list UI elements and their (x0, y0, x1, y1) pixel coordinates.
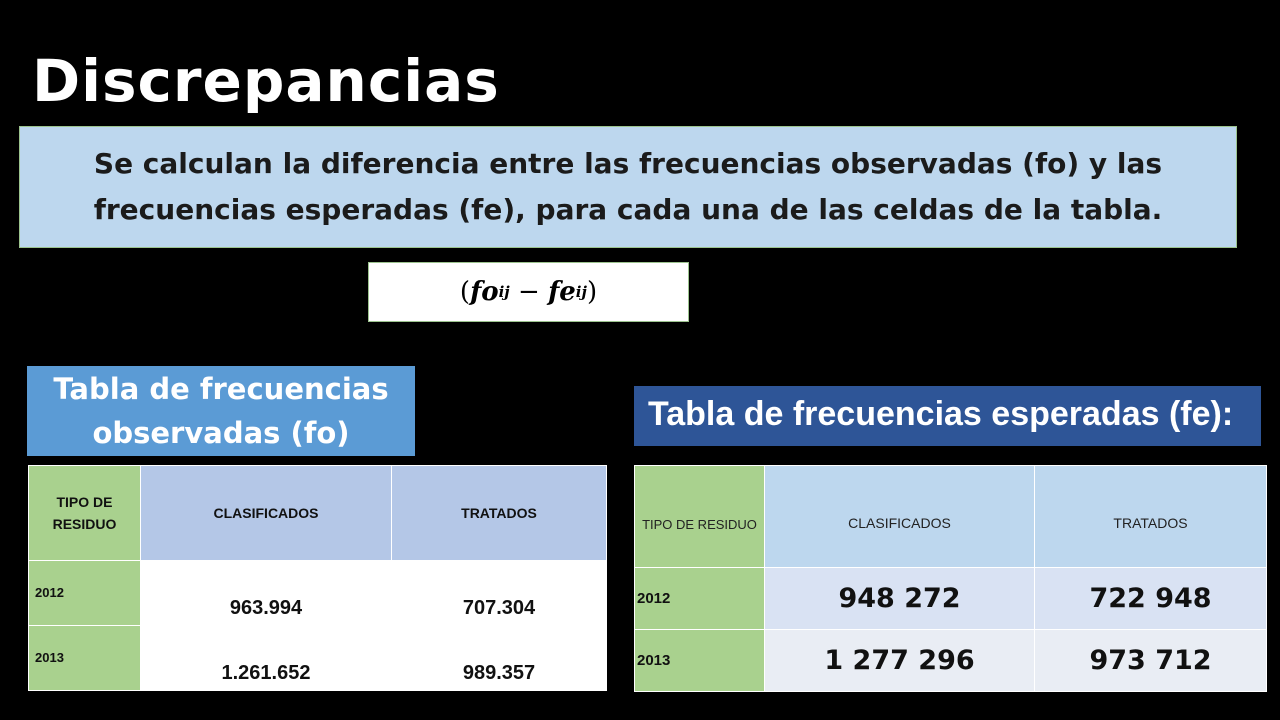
formula-minus: − (509, 277, 549, 307)
intro-text: Se calculan la diferencia entre las frec… (93, 147, 1163, 226)
header-tipo-de-residuo: TIPO DE RESIDUO (28, 465, 141, 561)
formula-fe: fe (548, 277, 576, 307)
row-year: 2013 (28, 625, 141, 691)
cell-clasificados: 963.994 (140, 560, 392, 626)
observed-table-title: Tabla de frecuencias observadas (fo) (27, 366, 415, 456)
cell-clasificados: 948 272 (764, 567, 1035, 630)
expected-table-title: Tabla de frecuencias esperadas (fe): (634, 386, 1261, 446)
cell-tratados: 989.357 (391, 625, 607, 691)
cell-clasificados: 1.261.652 (140, 625, 392, 691)
header-tratados: TRATADOS (1034, 465, 1267, 568)
cell-clasificados: 1 277 296 (764, 629, 1035, 692)
formula-box: (fo ij − fe ij) (368, 262, 689, 322)
header-clasificados: CLASIFICADOS (764, 465, 1035, 568)
header-clasificados: CLASIFICADOS (140, 465, 392, 561)
observed-frequency-table: TIPO DE RESIDUO CLASIFICADOS TRATADOS 20… (28, 465, 607, 691)
formula-fo-subscript: ij (498, 283, 510, 301)
table-row: 2012 948 272 722 948 (634, 567, 1267, 630)
cell-tratados: 707.304 (391, 560, 607, 626)
formula-fe-subscript: ij (575, 283, 587, 301)
cell-tratados: 973 712 (1034, 629, 1267, 692)
row-year: 2012 (28, 560, 141, 626)
table-row: 2012 963.994 707.304 (28, 560, 607, 626)
table-header-row: TIPO DE RESIDUO CLASIFICADOS TRATADOS (28, 465, 607, 561)
table-header-row: TIPO DE RESIDUO CLASIFICADOS TRATADOS (634, 465, 1267, 568)
row-year: 2013 (634, 629, 765, 692)
intro-text-box: Se calculan la diferencia entre las frec… (19, 126, 1237, 248)
formula-fo: fo (470, 277, 499, 307)
header-tratados: TRATADOS (391, 465, 607, 561)
header-tipo-de-residuo: TIPO DE RESIDUO (634, 465, 765, 568)
table-row: 2013 1.261.652 989.357 (28, 625, 607, 691)
cell-tratados: 722 948 (1034, 567, 1267, 630)
formula-close-paren: ) (586, 277, 598, 307)
table-row: 2013 1 277 296 973 712 (634, 629, 1267, 692)
expected-frequency-table: TIPO DE RESIDUO CLASIFICADOS TRATADOS 20… (634, 465, 1267, 692)
formula-open-paren: ( (459, 277, 471, 307)
row-year: 2012 (634, 567, 765, 630)
slide-title: Discrepancias (32, 47, 500, 115)
